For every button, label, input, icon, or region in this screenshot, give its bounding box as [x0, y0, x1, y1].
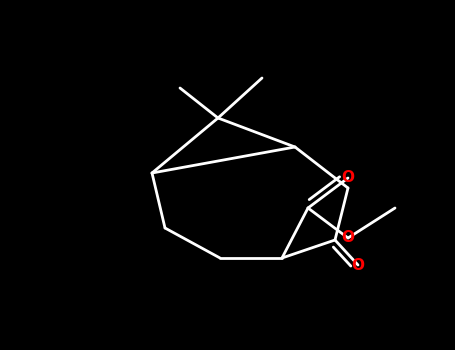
- Text: O: O: [342, 231, 354, 245]
- Text: O: O: [352, 258, 364, 273]
- Text: O: O: [342, 170, 354, 186]
